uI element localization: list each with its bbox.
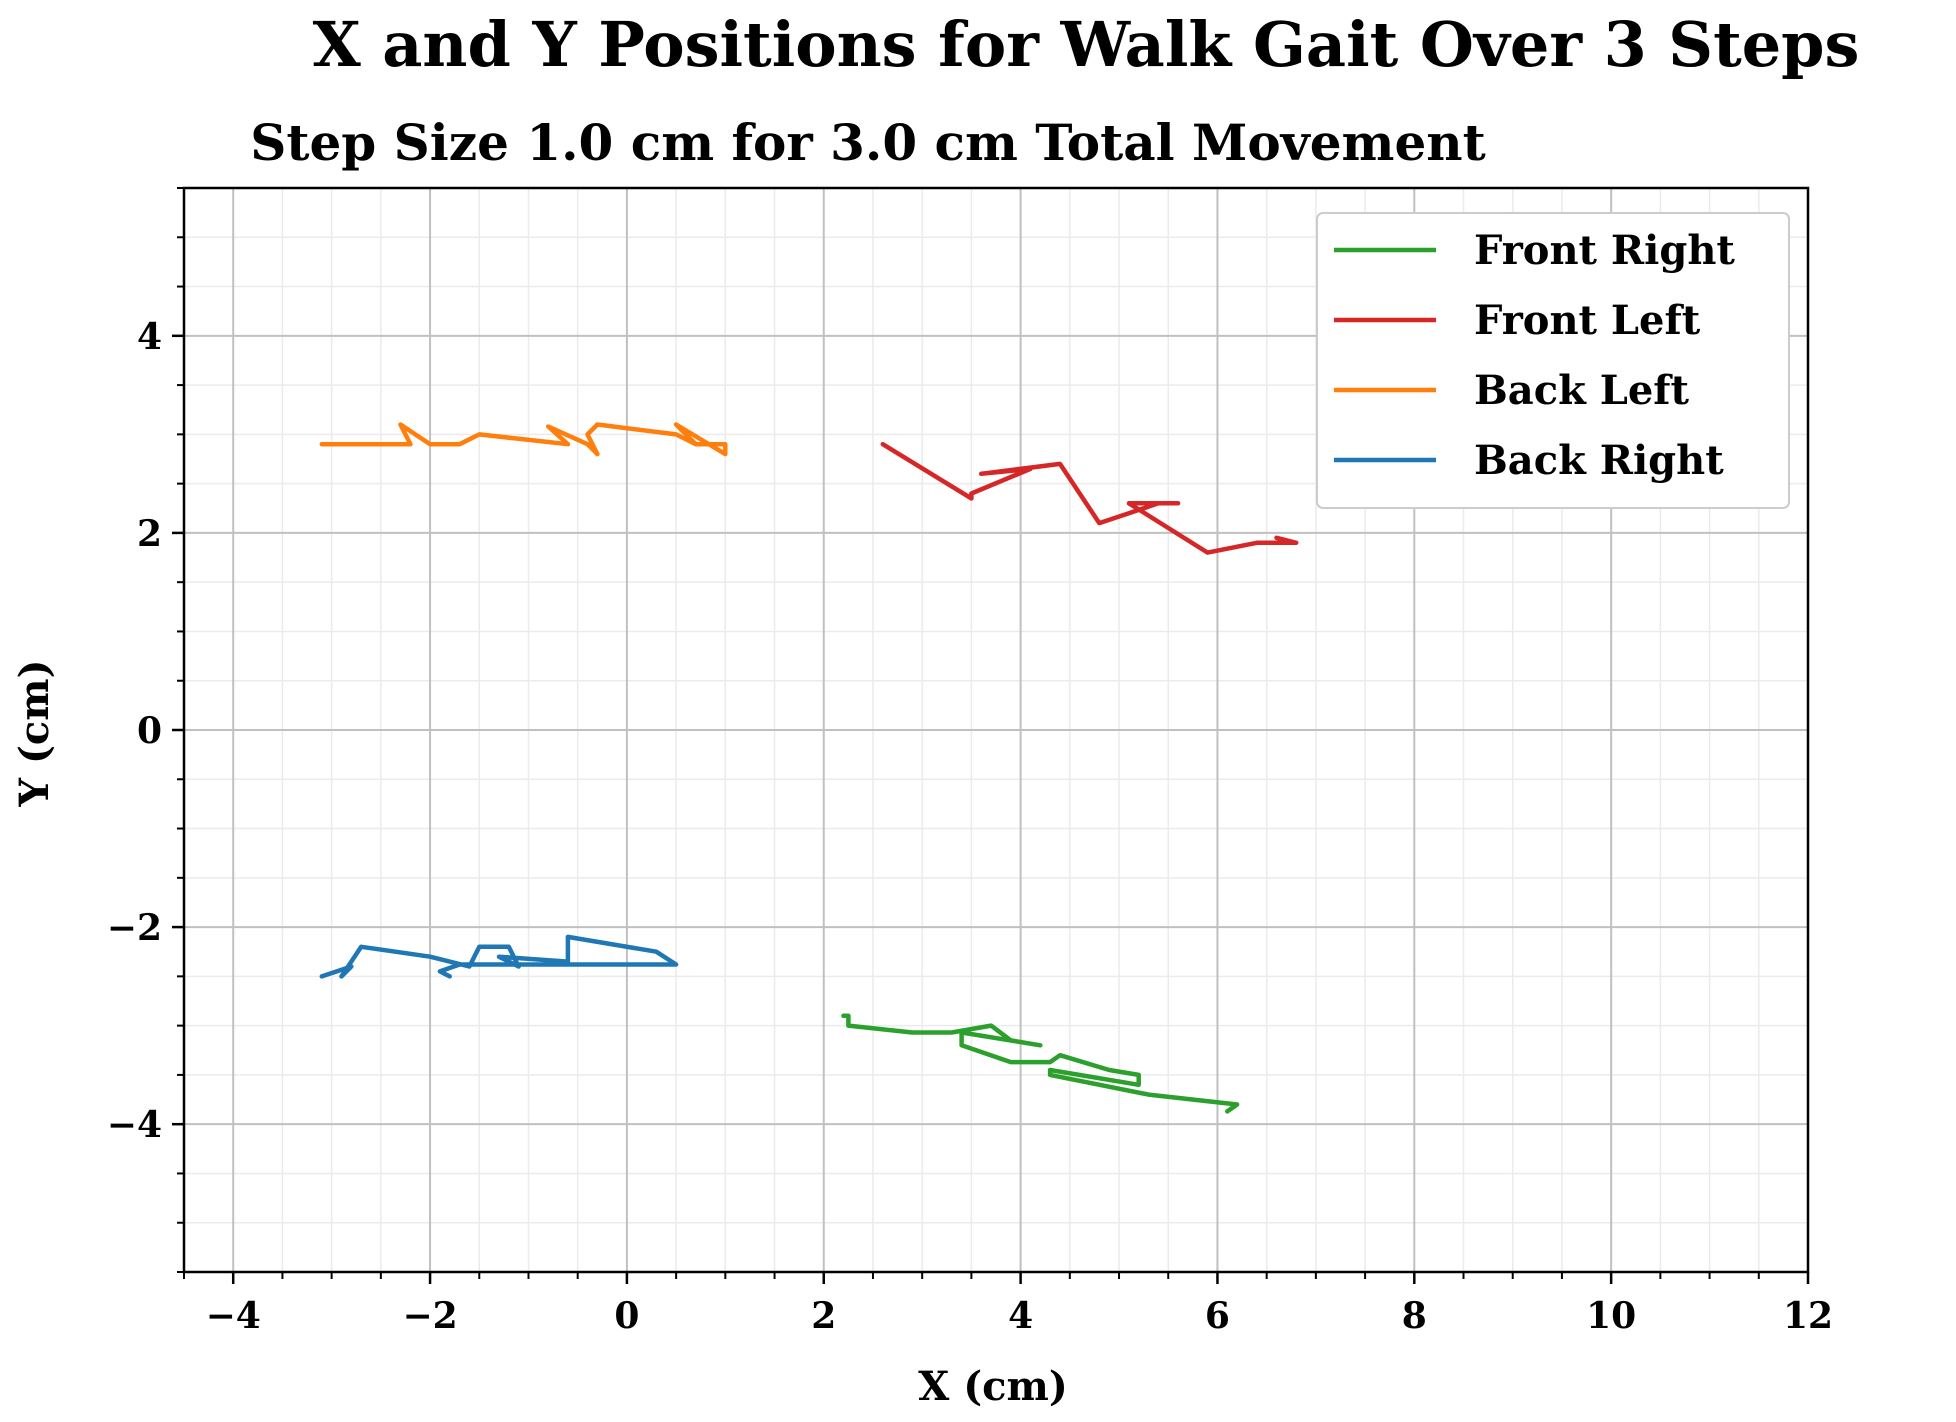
series-line-front-left bbox=[880, 441, 1299, 555]
y-tick-labels: −4 −2 0 2 4 bbox=[107, 316, 162, 1146]
chart-subtitle: Step Size 1.0 cm for 3.0 cm Total Moveme… bbox=[250, 113, 1485, 172]
series-line-back-left bbox=[319, 422, 728, 457]
y-axis-label: Y (cm) bbox=[11, 659, 58, 807]
x-tick-label: 8 bbox=[1402, 1295, 1427, 1337]
y-tick-label: −2 bbox=[107, 907, 162, 949]
series-line-back-right bbox=[319, 934, 679, 979]
legend-label-front-right: Front Right bbox=[1474, 227, 1735, 274]
legend-box bbox=[1316, 212, 1790, 509]
x-tick-label: 2 bbox=[811, 1295, 836, 1337]
legend: Front Right Front Left Back Left Back Right bbox=[1316, 212, 1790, 509]
x-axis-label: X (cm) bbox=[918, 1363, 1068, 1410]
series-layer bbox=[319, 422, 1299, 1114]
chart-title: X and Y Positions for Walk Gait Over 3 S… bbox=[313, 8, 1860, 81]
legend-label-back-right: Back Right bbox=[1474, 437, 1724, 484]
x-tick-label: 10 bbox=[1586, 1295, 1636, 1337]
legend-label-front-left: Front Left bbox=[1474, 297, 1701, 344]
x-tick-label: 12 bbox=[1783, 1295, 1833, 1337]
x-tick-label: 0 bbox=[614, 1295, 639, 1337]
x-tick-label: 6 bbox=[1205, 1295, 1230, 1337]
x-tick-labels: −4 −2 0 2 4 6 8 10 12 bbox=[206, 1295, 1833, 1337]
series-line-front-right bbox=[841, 1013, 1240, 1114]
x-tick-label: −2 bbox=[402, 1295, 457, 1337]
y-tick-label: 2 bbox=[137, 513, 162, 555]
y-tick-label: −4 bbox=[107, 1104, 162, 1146]
y-tick-label: 4 bbox=[137, 316, 162, 358]
legend-label-back-left: Back Left bbox=[1474, 367, 1690, 414]
x-tick-label: 4 bbox=[1008, 1295, 1033, 1337]
axis-ticks bbox=[172, 187, 1810, 1284]
y-tick-label: 0 bbox=[137, 710, 162, 752]
x-tick-label: −4 bbox=[206, 1295, 261, 1337]
